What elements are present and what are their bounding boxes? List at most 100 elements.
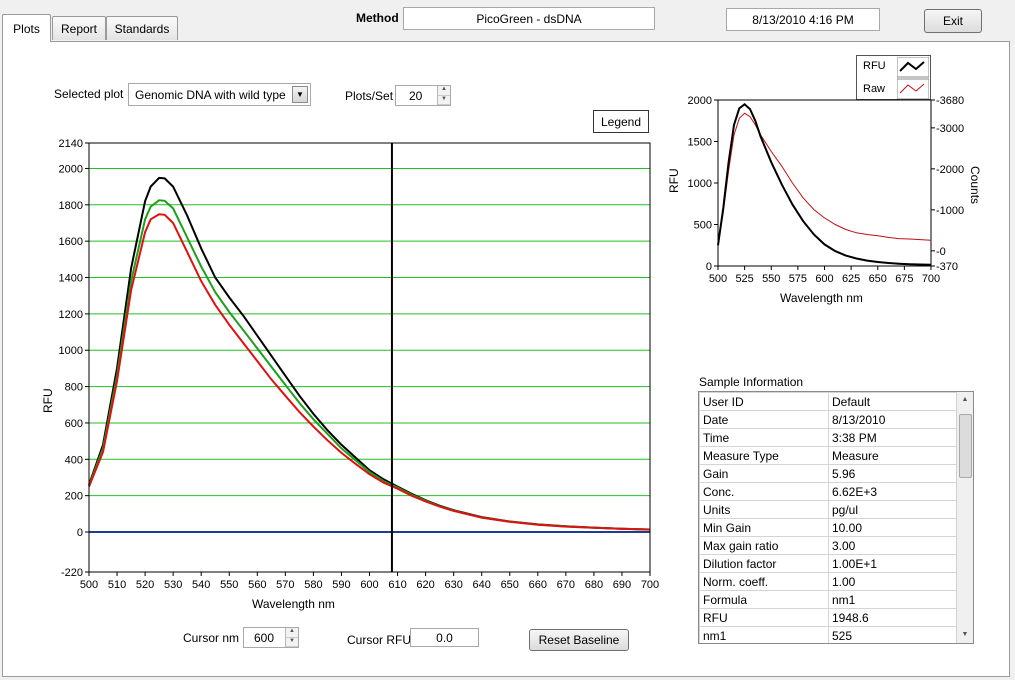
x-tick-label: 640: [473, 579, 491, 591]
y-tick-label: 0: [77, 527, 83, 539]
small-x-tick-label: 700: [922, 273, 940, 285]
sample-info-key: nm1: [699, 626, 829, 643]
x-tick-label: 550: [220, 579, 238, 591]
small-x-tick-label: 575: [789, 273, 807, 285]
cursor-nm-value: 600: [254, 630, 275, 645]
cursor-rfu-label: Cursor RFU: [347, 633, 412, 647]
plots-per-set-stepper[interactable]: ▲ ▼: [437, 86, 450, 105]
sample-info-value: 525: [828, 626, 957, 643]
small-plot-frame: [717, 99, 932, 267]
cursor-nm-input[interactable]: 600 ▲ ▼: [243, 627, 299, 648]
small-y2-tick-label: -3680: [936, 95, 964, 107]
sample-info-value: 10.00: [828, 518, 957, 537]
sample-info-key: Time: [699, 428, 829, 447]
small-y2-tick-label: -0: [936, 246, 946, 258]
legend-button[interactable]: Legend: [593, 110, 649, 133]
y-tick-label: 2000: [59, 163, 83, 175]
tab-report-label: Report: [60, 21, 98, 36]
plots-per-set-input[interactable]: 20 ▲ ▼: [395, 85, 451, 106]
main-series: [88, 143, 651, 572]
legend-rfu-label: RFU: [863, 60, 886, 72]
scroll-down-icon[interactable]: ▼: [961, 631, 969, 638]
small-chart[interactable]: 0500100015002000-370-0-1000-2000-3000-36…: [665, 88, 995, 308]
y-tick-label: 200: [65, 491, 83, 503]
x-tick-label: 660: [529, 579, 547, 591]
stepper-up-icon[interactable]: ▲: [438, 86, 450, 96]
stepper-down-icon[interactable]: ▼: [438, 95, 450, 105]
dropdown-arrow-icon[interactable]: ▼: [292, 86, 308, 103]
small-y-tick-label: 0: [706, 261, 712, 273]
datetime-field: 8/13/2010 4:16 PM: [726, 8, 880, 31]
small-y-tick-label: 1500: [688, 137, 712, 149]
small-x-tick-label: 650: [869, 273, 887, 285]
x-tick-label: 610: [388, 579, 406, 591]
sample-info-key: Formula: [699, 590, 829, 609]
small-x-tick-label: 600: [815, 273, 833, 285]
table-row: Date 8/13/2010: [699, 410, 957, 429]
selected-plot-dropdown[interactable]: Genomic DNA with wild type ▼: [128, 83, 311, 106]
x-tick-label: 580: [304, 579, 322, 591]
y-tick-label: 800: [65, 382, 83, 394]
sample-info-key: User ID: [699, 392, 829, 411]
x-tick-label: 590: [332, 579, 350, 591]
stepper-down-icon[interactable]: ▼: [286, 637, 298, 647]
table-row: nm1 525: [699, 626, 957, 643]
scrollbar-thumb[interactable]: [959, 414, 972, 478]
cursor-nm-stepper[interactable]: ▲ ▼: [285, 628, 298, 647]
exit-button[interactable]: Exit: [924, 9, 982, 33]
sample-info-key: Conc.: [699, 482, 829, 501]
method-value: PicoGreen - dsDNA: [476, 11, 582, 26]
sample-info-key: Gain: [699, 464, 829, 483]
y-tick-label: 2140: [59, 138, 83, 150]
tab-plots-label: Plots: [13, 21, 40, 36]
tab-plots[interactable]: Plots: [2, 14, 51, 42]
y-tick-label: 1800: [59, 200, 83, 212]
series-line-2: [88, 213, 651, 531]
small-x-tick-label: 525: [735, 273, 753, 285]
sample-info-value: 1.00: [828, 572, 957, 591]
sample-info-value: 3.00: [828, 536, 957, 555]
table-row: Measure Type Measure: [699, 446, 957, 465]
reset-baseline-label: Reset Baseline: [538, 633, 620, 647]
main-y-axis-label: RFU: [41, 388, 55, 413]
tab-standards[interactable]: Standards: [106, 16, 178, 40]
cursor-rfu-field: 0.0: [410, 628, 479, 647]
sample-info-scrollbar[interactable]: ▲ ▼: [956, 392, 973, 643]
sample-info-table[interactable]: User ID Default Date 8/13/2010 Time 3:38 PM Me…: [698, 391, 974, 644]
sample-info-value: pg/ul: [828, 500, 957, 519]
table-row: RFU 1948.6: [699, 608, 957, 627]
tab-report[interactable]: Report: [52, 16, 106, 40]
reset-baseline-button[interactable]: Reset Baseline: [529, 629, 629, 651]
small-x-tick-label: 550: [762, 273, 780, 285]
y-tick-label: 600: [65, 418, 83, 430]
table-row: Time 3:38 PM: [699, 428, 957, 447]
sample-info-value: 8/13/2010: [828, 410, 957, 429]
exit-button-label: Exit: [942, 14, 963, 28]
sample-info-key: Units: [699, 500, 829, 519]
main-chart[interactable]: -220 0 200 400 600 800 1000 1200 1400 1600 1800 200…: [40, 135, 660, 615]
sample-info-key: Min Gain: [699, 518, 829, 537]
x-tick-label: 650: [501, 579, 519, 591]
scroll-up-icon[interactable]: ▲: [961, 396, 969, 403]
small-x-tick-label: 625: [842, 273, 860, 285]
small-x-tick-label: 500: [709, 273, 727, 285]
table-row: User ID Default: [699, 392, 957, 411]
sample-info-value: Measure: [828, 446, 957, 465]
small-series-raw: [717, 112, 932, 246]
main-axes: -220 0 200 400 600 800 1000 1200 1400 1600 1800 200…: [59, 138, 660, 591]
sample-info-key: Date: [699, 410, 829, 429]
sample-info-key: Norm. coeff.: [699, 572, 829, 591]
main-x-axis-label: Wavelength nm: [252, 597, 335, 611]
method-field[interactable]: PicoGreen - dsDNA: [403, 7, 655, 30]
x-tick-label: 510: [108, 579, 126, 591]
sample-info-value: 1948.6: [828, 608, 957, 627]
table-row: Max gain ratio 3.00: [699, 536, 957, 555]
selected-plot-value: Genomic DNA with wild type: [135, 87, 286, 102]
stepper-up-icon[interactable]: ▲: [286, 628, 298, 638]
plot-area: [89, 143, 650, 572]
sample-info-value: 6.62E+3: [828, 482, 957, 501]
table-row: Conc. 6.62E+3: [699, 482, 957, 501]
x-tick-label: 680: [585, 579, 603, 591]
selected-plot-label: Selected plot: [54, 87, 124, 101]
y-tick-label: 1600: [59, 236, 83, 248]
